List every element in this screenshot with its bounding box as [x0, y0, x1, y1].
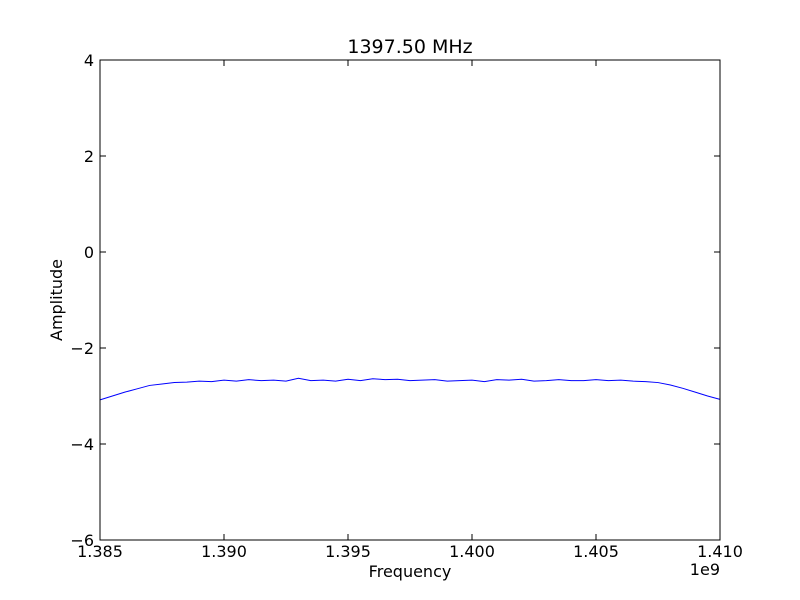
ticks-layer: 1.385 1.390 1.395 1.400 1.405 1.410 −6 −4 −2 0 2 4 — [70, 51, 743, 561]
y-tick-label: −4 — [70, 435, 94, 454]
x-offset-label: 1e9 — [690, 560, 720, 579]
plot-frame — [99, 59, 721, 541]
y-tick-label: 4 — [84, 51, 94, 70]
x-tick-label: 1.390 — [201, 542, 247, 561]
y-tick-label: 2 — [84, 147, 94, 166]
y-tick-label: 0 — [84, 243, 94, 262]
x-tick-label: 1.410 — [697, 542, 743, 561]
x-axis-label: Frequency — [369, 562, 452, 581]
x-tick-label: 1.395 — [325, 542, 371, 561]
series-line-0 — [99, 377, 721, 401]
series-layer — [99, 377, 721, 401]
x-tick-label: 1.405 — [573, 542, 619, 561]
y-tick-label: −2 — [70, 339, 94, 358]
y-tick-label: −6 — [70, 531, 94, 550]
plot-area — [100, 60, 720, 540]
chart-title: 1397.50 MHz — [347, 36, 472, 58]
x-tick-label: 1.400 — [449, 542, 495, 561]
x-tick-label: 1.385 — [77, 542, 123, 561]
y-axis-label: Amplitude — [47, 259, 66, 341]
